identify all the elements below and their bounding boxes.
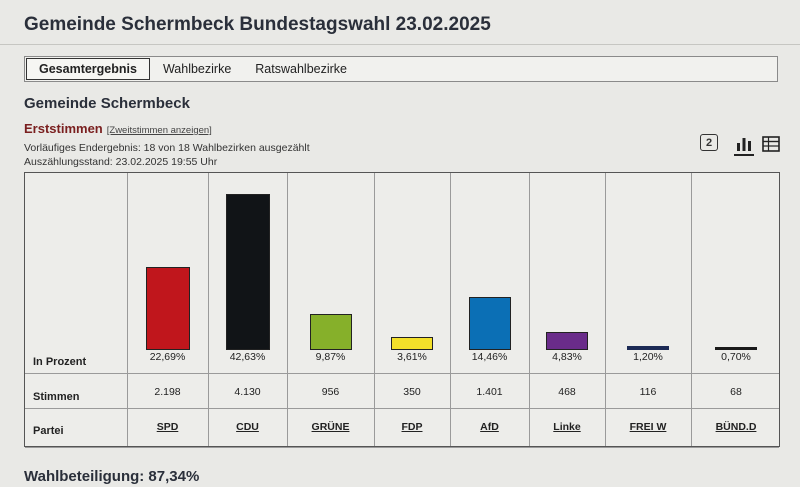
vote-type-line: Erststimmen [Zweitstimmen anzeigen]: [24, 121, 212, 136]
votes-value: 956: [291, 386, 371, 398]
percent-label: 1,20%: [608, 351, 688, 363]
column-divider: [605, 173, 606, 446]
percent-label: 9,87%: [291, 351, 371, 363]
percent-label: 4,83%: [527, 351, 607, 363]
percent-label: 42,63%: [208, 351, 288, 363]
number-badge-icon[interactable]: 2: [700, 134, 718, 151]
bar-grüne: [310, 314, 352, 350]
vote-type-title: Erststimmen: [24, 121, 103, 136]
party-link[interactable]: GRÜNE: [291, 421, 371, 433]
column-divider: [127, 173, 128, 446]
bar-fdp: [391, 337, 433, 350]
party-link[interactable]: FREI W: [608, 421, 688, 433]
tab-ratswahlbezirke[interactable]: Ratswahlbezirke: [243, 57, 359, 81]
votes-value: 68: [696, 386, 776, 398]
party-link[interactable]: CDU: [208, 421, 288, 433]
tab-wahlbezirke[interactable]: Wahlbezirke: [151, 57, 243, 81]
status-line: Vorläufiges Endergebnis: 18 von 18 Wahlb…: [24, 142, 310, 154]
bar-spd: [146, 267, 190, 350]
column-divider: [208, 173, 209, 446]
row-label-votes: Stimmen: [33, 391, 79, 403]
party-link[interactable]: SPD: [128, 421, 208, 433]
bar-cdu: [226, 194, 270, 350]
column-divider: [691, 173, 692, 446]
percent-label: 14,46%: [450, 351, 530, 363]
votes-value: 350: [372, 386, 452, 398]
turnout: Wahlbeteiligung: 87,34%: [24, 468, 199, 485]
percent-label: 0,70%: [696, 351, 776, 363]
row-divider: [25, 447, 779, 448]
bar-chart-icon[interactable]: [734, 134, 754, 156]
party-link[interactable]: FDP: [372, 421, 452, 433]
bar-afd: [469, 297, 511, 350]
party-link[interactable]: AfD: [450, 421, 530, 433]
row-label-percent: In Prozent: [33, 356, 86, 368]
table-view-icon[interactable]: [761, 134, 781, 154]
bar-linke: [546, 332, 588, 350]
percent-label: 3,61%: [372, 351, 452, 363]
header-divider: [0, 44, 800, 45]
column-divider: [287, 173, 288, 446]
bar-bündd: [715, 347, 757, 350]
row-label-party: Partei: [33, 425, 64, 437]
tab-gesamtergebnis[interactable]: Gesamtergebnis: [26, 58, 150, 80]
row-divider: [25, 373, 779, 374]
tab-bar: Gesamtergebnis Wahlbezirke Ratswahlbezir…: [24, 56, 778, 82]
row-divider: [25, 408, 779, 409]
votes-value: 1.401: [450, 386, 530, 398]
votes-value: 116: [608, 386, 688, 398]
section-title: Gemeinde Schermbeck: [24, 95, 190, 112]
page-title: Gemeinde Schermbeck Bundestagswahl 23.02…: [24, 14, 491, 36]
zweitstimmen-toggle-link[interactable]: [Zweitstimmen anzeigen]: [107, 125, 212, 136]
count-time: Auszählungsstand: 23.02.2025 19:55 Uhr: [24, 156, 217, 168]
votes-value: 2.198: [128, 386, 208, 398]
column-divider: [529, 173, 530, 446]
percent-label: 22,69%: [128, 351, 208, 363]
column-divider: [374, 173, 375, 446]
results-chart-table: In Prozent Stimmen Partei 22,69% 2.198 SPD…: [24, 172, 780, 447]
votes-value: 468: [527, 386, 607, 398]
column-divider: [450, 173, 451, 446]
bar-freiw: [627, 346, 669, 350]
votes-value: 4.130: [208, 386, 288, 398]
party-link[interactable]: Linke: [527, 421, 607, 433]
party-link[interactable]: BÜND.D: [696, 421, 776, 433]
